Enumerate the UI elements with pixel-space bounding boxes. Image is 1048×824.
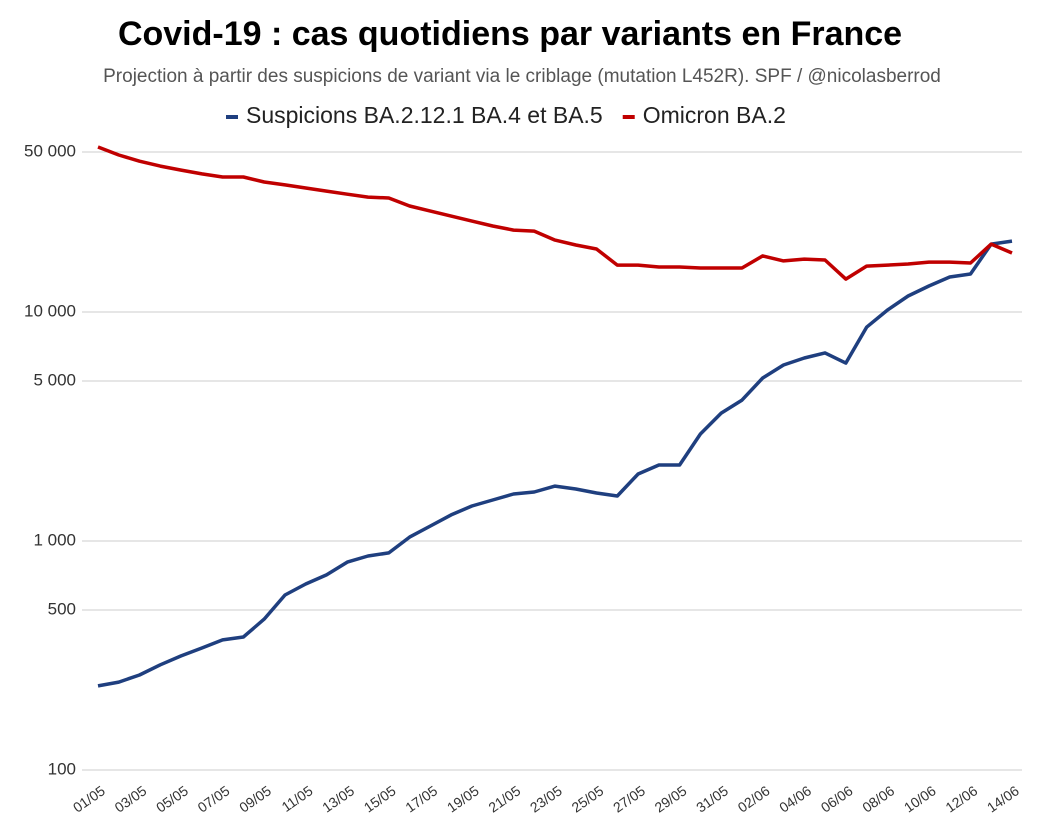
series-line bbox=[97, 145, 1013, 281]
x-tick-label: 14/06 bbox=[984, 782, 1022, 815]
x-tick-label: 08/06 bbox=[859, 782, 897, 815]
x-tick-label: 01/05 bbox=[70, 782, 108, 815]
y-tick-label: 50 000 bbox=[24, 141, 76, 160]
x-tick-label: 11/05 bbox=[279, 782, 316, 815]
x-tick-label: 04/06 bbox=[776, 782, 814, 815]
chart-subtitle: Projection à partir des suspicions de va… bbox=[103, 66, 941, 87]
x-tick-label: 03/05 bbox=[112, 782, 150, 815]
y-tick-label: 10 000 bbox=[24, 302, 76, 321]
y-tick-label: 100 bbox=[48, 759, 76, 778]
y-tick-label: 500 bbox=[48, 599, 76, 618]
x-tick-label: 09/05 bbox=[236, 782, 274, 815]
x-tick-label: 23/05 bbox=[527, 782, 565, 815]
legend-label: Omicron BA.2 bbox=[643, 102, 786, 128]
x-tick-label: 15/05 bbox=[361, 782, 399, 815]
y-tick-label: 5 000 bbox=[33, 370, 76, 389]
legend-label: Suspicions BA.2.12.1 BA.4 et BA.5 bbox=[246, 102, 603, 128]
x-tick-label: 29/05 bbox=[652, 782, 690, 815]
x-tick-label: 02/06 bbox=[735, 782, 773, 815]
x-tick-label: 12/06 bbox=[942, 782, 980, 815]
x-tick-label: 21/05 bbox=[485, 782, 523, 815]
x-tick-label: 25/05 bbox=[569, 782, 607, 815]
x-tick-label: 06/06 bbox=[818, 782, 856, 815]
x-tick-label: 10/06 bbox=[901, 782, 939, 815]
x-tick-label: 05/05 bbox=[153, 782, 191, 815]
x-tick-label: 07/05 bbox=[195, 782, 233, 815]
x-tick-label: 13/05 bbox=[319, 782, 357, 815]
y-tick-label: 1 000 bbox=[33, 531, 76, 550]
x-tick-label: 17/05 bbox=[402, 782, 440, 815]
x-tick-label: 19/05 bbox=[444, 782, 482, 815]
x-tick-label: 31/05 bbox=[693, 782, 731, 815]
x-tick-label: 27/05 bbox=[610, 782, 648, 815]
series-line bbox=[97, 239, 1013, 688]
legend: Suspicions BA.2.12.1 BA.4 et BA.5 Omicron… bbox=[226, 102, 786, 128]
chart-title: Covid-19 : cas quotidiens par variants e… bbox=[118, 15, 902, 53]
